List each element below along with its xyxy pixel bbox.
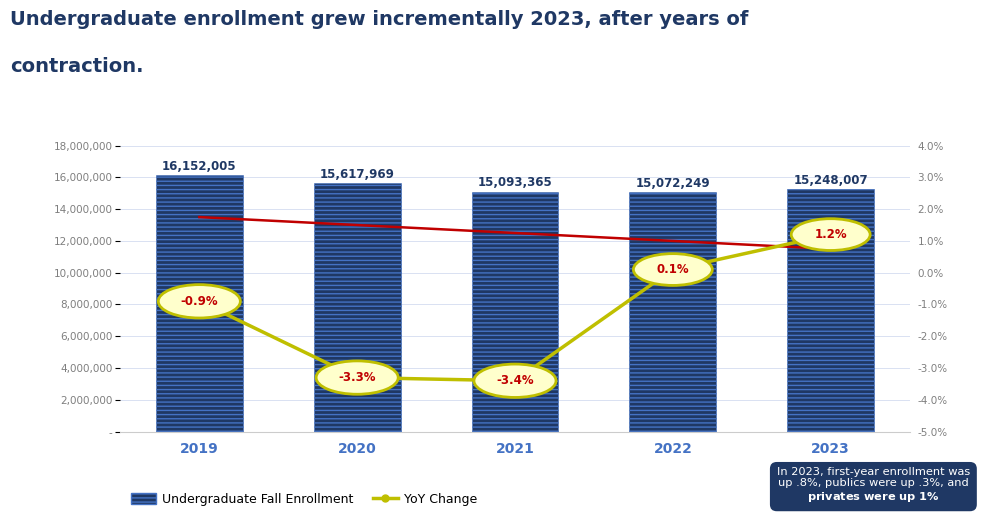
Text: 15,248,007: 15,248,007 xyxy=(793,174,868,187)
Bar xyxy=(787,189,874,432)
Bar xyxy=(156,175,243,432)
Ellipse shape xyxy=(158,284,240,318)
Text: 16,152,005: 16,152,005 xyxy=(162,160,237,173)
Text: -0.9%: -0.9% xyxy=(181,295,218,308)
Legend: Undergraduate Fall Enrollment, YoY Change: Undergraduate Fall Enrollment, YoY Chang… xyxy=(126,488,482,511)
Bar xyxy=(629,192,716,432)
Text: contraction.: contraction. xyxy=(10,57,144,76)
Bar xyxy=(314,184,401,432)
Text: 1.2%: 1.2% xyxy=(814,228,847,241)
Text: 15,617,969: 15,617,969 xyxy=(320,168,395,181)
Bar xyxy=(472,192,558,432)
Ellipse shape xyxy=(474,364,556,397)
Text: 15,093,365: 15,093,365 xyxy=(478,176,552,189)
Text: In 2023, first-year enrollment was
up .8%, publics were up .3%, and
$\bf{private: In 2023, first-year enrollment was up .8… xyxy=(777,467,970,504)
Ellipse shape xyxy=(791,219,870,251)
Text: 15,072,249: 15,072,249 xyxy=(636,177,710,190)
Text: 0.1%: 0.1% xyxy=(657,263,689,276)
Ellipse shape xyxy=(316,361,398,394)
Ellipse shape xyxy=(633,254,712,285)
Text: -3.3%: -3.3% xyxy=(338,371,376,384)
Text: -3.4%: -3.4% xyxy=(496,374,534,387)
Text: Undergraduate enrollment grew incrementally 2023, after years of: Undergraduate enrollment grew incrementa… xyxy=(10,10,748,30)
